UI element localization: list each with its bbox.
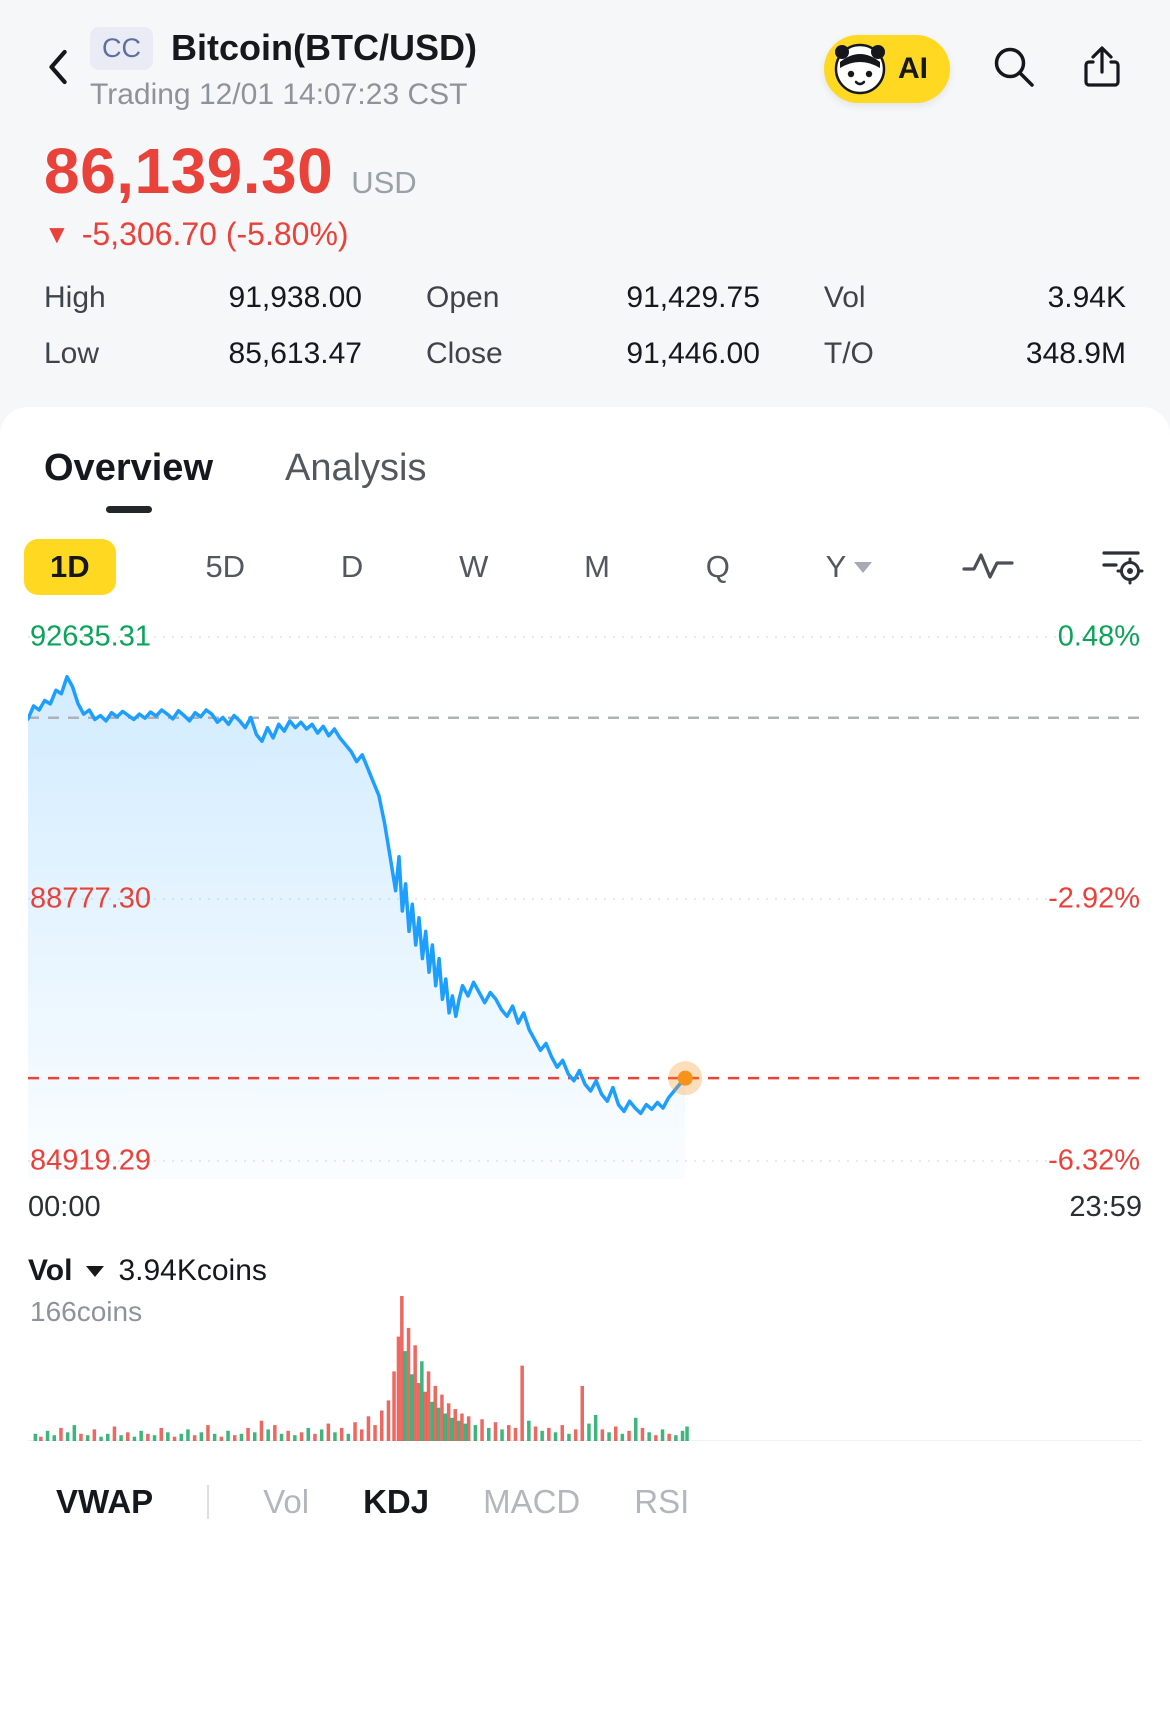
chart-settings-icon [1098, 541, 1146, 594]
ai-label: AI [898, 52, 928, 85]
volume-max-label: 166coins [30, 1296, 143, 1327]
time-axis-end: 23:59 [1069, 1191, 1142, 1223]
indicator-macd[interactable]: MACD [483, 1483, 581, 1520]
time-axis-start: 00:00 [28, 1191, 101, 1223]
cc-badge: CC [90, 26, 153, 70]
share-button[interactable] [1078, 43, 1126, 96]
trading-status-timestamp: Trading 12/01 14:07:23 CST [90, 77, 468, 111]
search-button[interactable] [990, 43, 1038, 96]
period-selector: 1D 5D D W M Q Y [0, 539, 1170, 595]
indicator-vol[interactable]: Vol [263, 1483, 310, 1520]
pct-label-mid: -2.92% [1048, 882, 1140, 915]
indicator-kdj[interactable]: KDJ [363, 1483, 430, 1520]
active-tab-indicator [105, 506, 152, 513]
back-icon [44, 43, 74, 96]
indicator-rsi[interactable]: RSI [634, 1483, 690, 1520]
period-5d[interactable]: 5D [205, 549, 246, 584]
pct-label-low: -6.32% [1048, 1144, 1140, 1177]
indicator-settings-button[interactable] [1098, 541, 1146, 594]
time-axis: 00:00 23:59 [28, 1191, 1142, 1224]
change-text: -5,306.70 (-5.80%) [81, 216, 349, 252]
stat-turnover: T/O 348.9M [823, 337, 1126, 370]
period-w[interactable]: W [459, 549, 489, 584]
y-label-mid: 88777.30 [30, 882, 151, 915]
price-change: ▼ -5,306.70 (-5.80%) [44, 216, 1126, 253]
y-label-high: 92635.31 [30, 620, 151, 653]
last-price: 86,139.30 [44, 135, 334, 207]
volume-label: Vol [28, 1254, 73, 1287]
chevron-down-icon [854, 561, 873, 573]
period-1d[interactable]: 1D [24, 539, 116, 595]
period-m[interactable]: M [584, 549, 610, 584]
period-d[interactable]: D [340, 549, 364, 584]
y-label-low: 84919.29 [30, 1144, 151, 1177]
period-y[interactable]: Y [820, 539, 879, 595]
price-chart-svg[interactable] [28, 619, 1142, 1179]
app-header: CC Bitcoin(BTC/USD) Trading 12/01 14:07:… [44, 24, 1126, 114]
share-icon [1078, 43, 1126, 96]
indicator-vwap[interactable]: VWAP [56, 1483, 154, 1520]
down-triangle-icon: ▼ [44, 219, 70, 249]
search-icon [990, 43, 1038, 96]
tiger-ai-icon [832, 39, 888, 100]
sparkline-icon [962, 547, 1014, 588]
period-q[interactable]: Q [705, 549, 730, 584]
chart-card: Overview Analysis 1D 5D D W M Q Y [0, 407, 1170, 1723]
volume-chart: 166coins [28, 1296, 1142, 1441]
stat-low: Low 85,613.47 [44, 337, 362, 370]
chevron-down-icon [86, 1265, 105, 1277]
indicator-tabs: VWAP Vol KDJ MACD RSI [0, 1483, 1170, 1521]
divider [207, 1485, 210, 1519]
volume-header[interactable]: Vol 3.94Kcoins [28, 1254, 1142, 1288]
symbol-title: Bitcoin(BTC/USD) [171, 27, 477, 68]
chart-type-button[interactable] [962, 547, 1014, 588]
quote-header-section: CC Bitcoin(BTC/USD) Trading 12/01 14:07:… [0, 0, 1170, 405]
stat-open: Open 91,429.75 [426, 281, 760, 314]
back-button[interactable] [44, 24, 74, 114]
tab-analysis[interactable]: Analysis [285, 447, 427, 489]
stat-vol: Vol 3.94K [823, 281, 1126, 314]
stat-close: Close 91,446.00 [426, 337, 760, 370]
volume-chart-svg[interactable] [28, 1296, 1142, 1441]
volume-total: 3.94Kcoins [118, 1254, 267, 1287]
ai-assistant-button[interactable]: AI [824, 35, 950, 103]
tab-overview[interactable]: Overview [44, 447, 213, 513]
currency-label: USD [351, 165, 417, 200]
price-chart: 92635.31 0.48% 88777.30 -2.92% 84919.29 … [28, 619, 1142, 1179]
quote-stats-grid: High 91,938.00 Open 91,429.75 Vol 3.94K … [44, 281, 1126, 371]
stat-high: High 91,938.00 [44, 281, 362, 314]
pct-label-high: 0.48% [1057, 620, 1140, 653]
section-tabs: Overview Analysis [0, 447, 1170, 513]
